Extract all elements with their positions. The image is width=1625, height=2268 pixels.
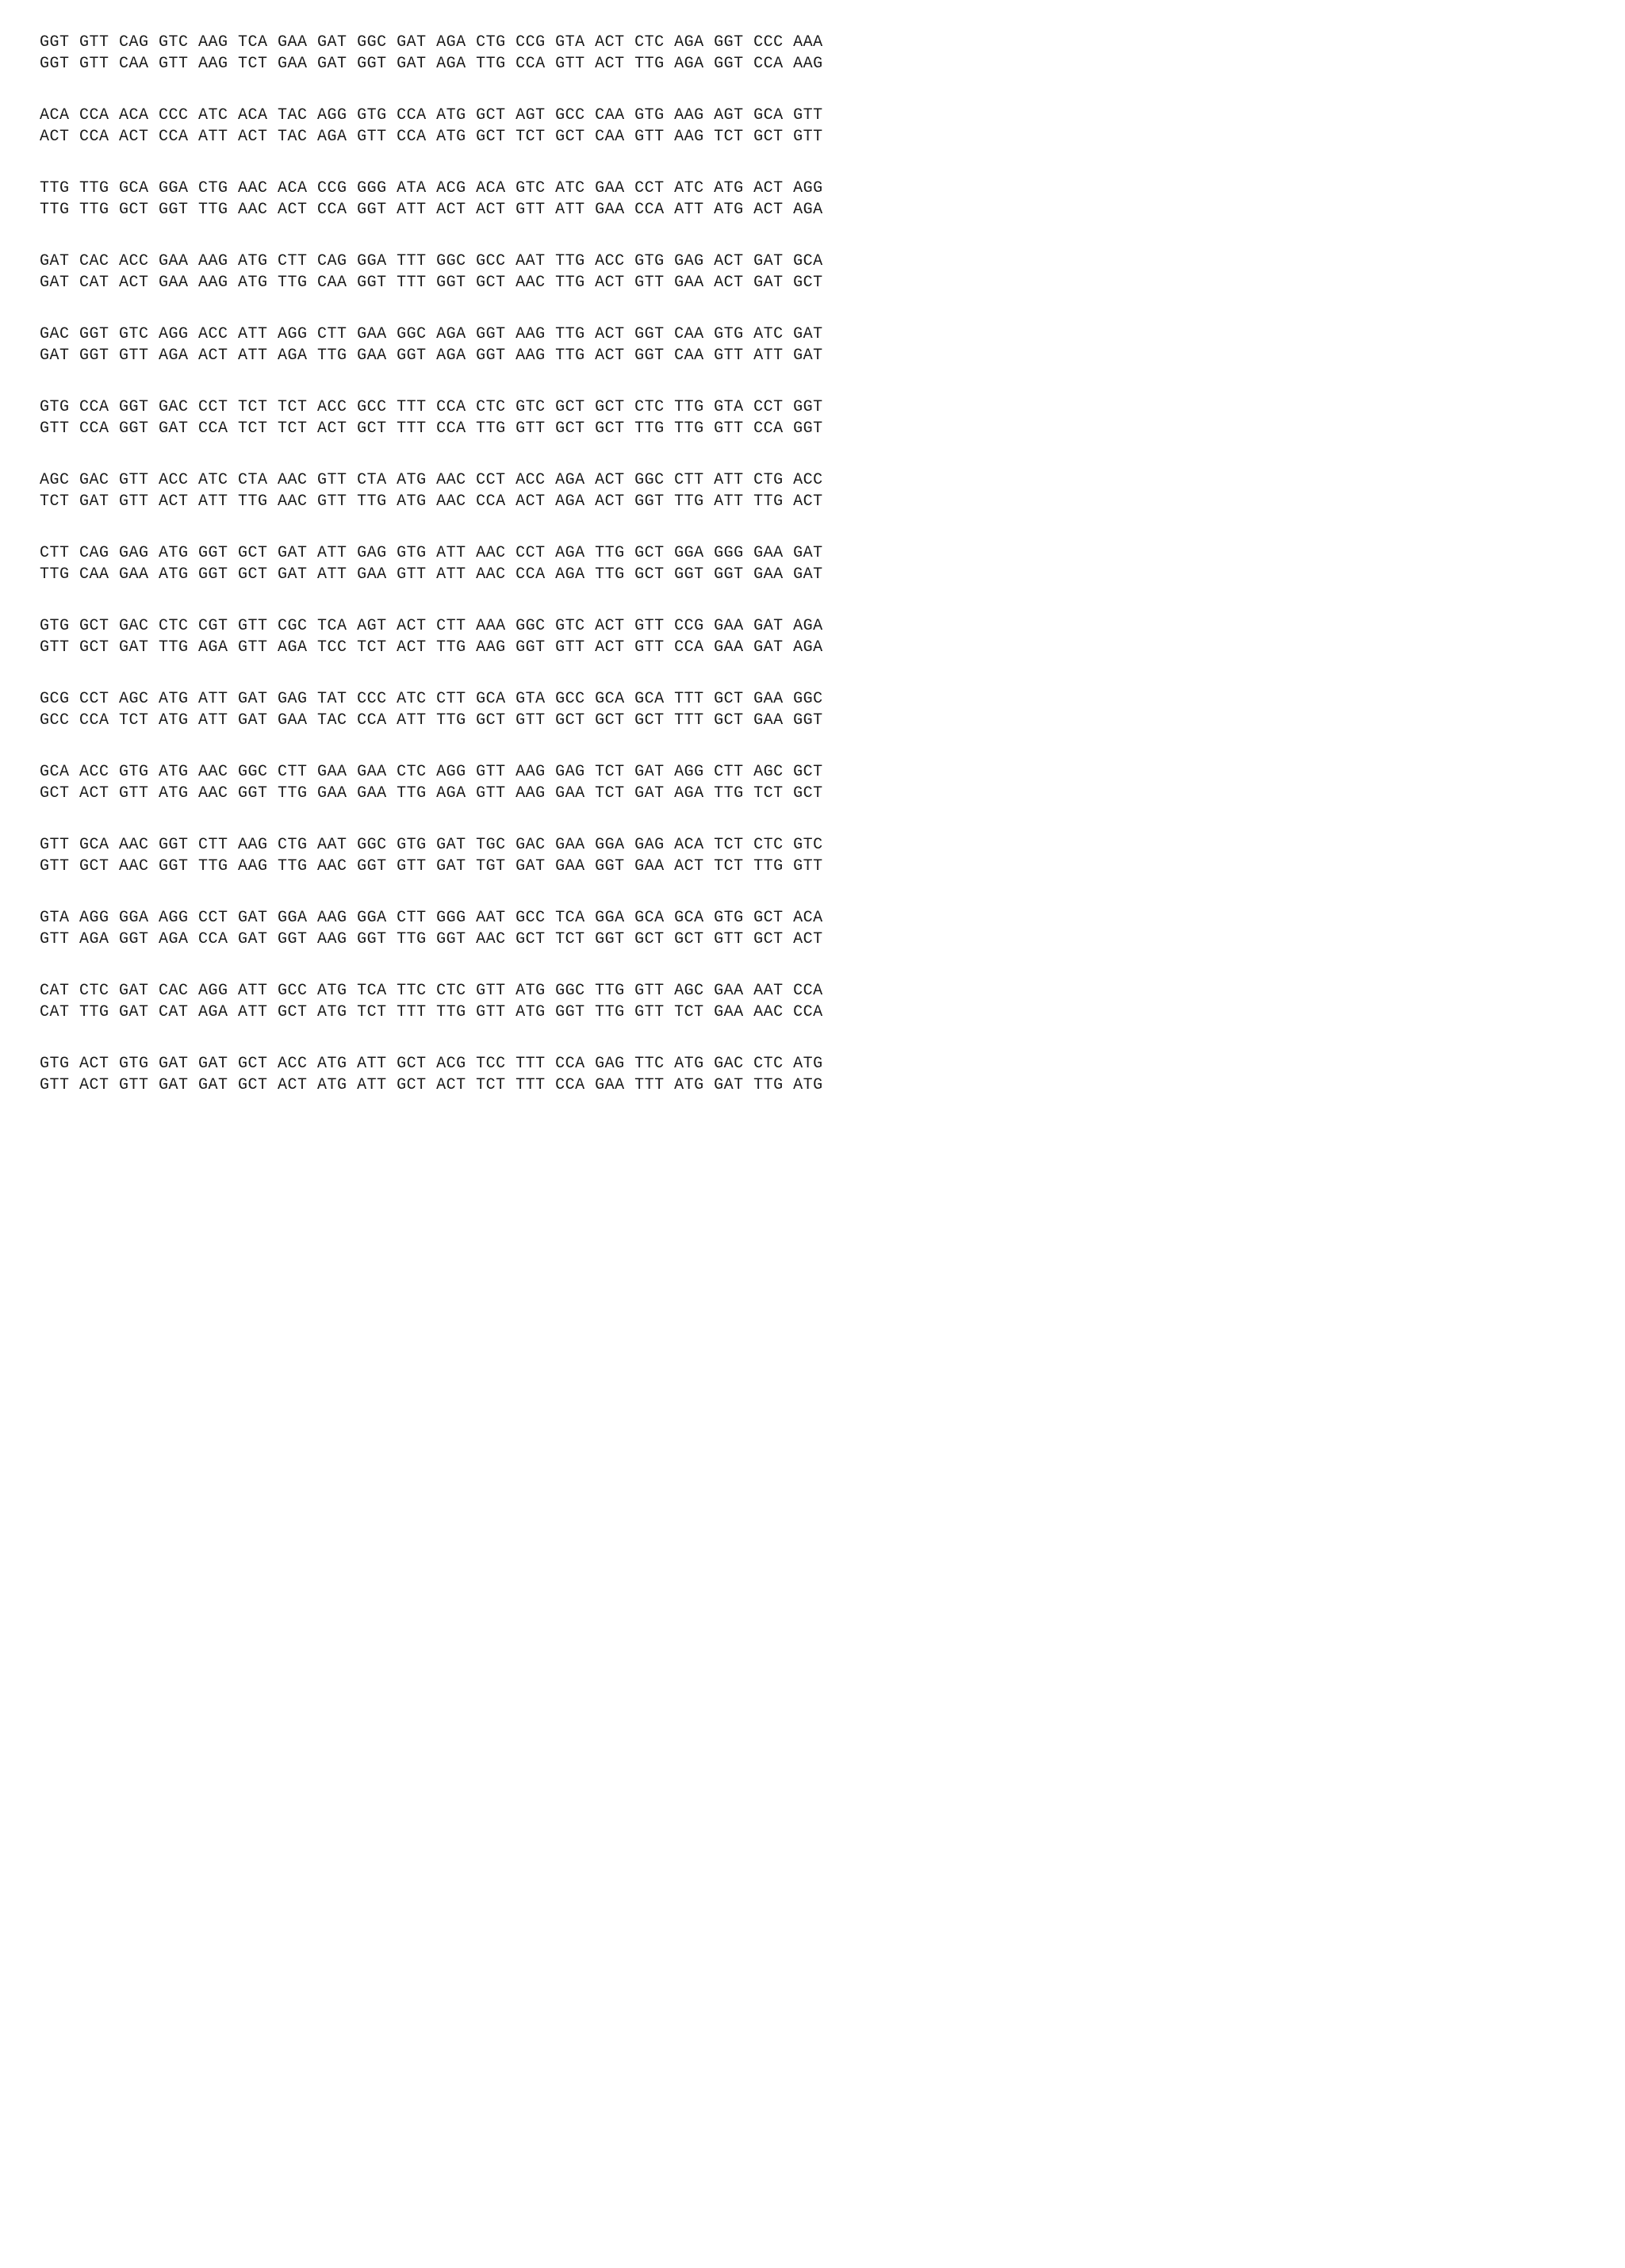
sequence-row-top: GTG ACT GTG GAT GAT GCT ACC ATG ATT GCT … — [40, 1053, 1585, 1075]
sequence-row-top: TTG TTG GCA GGA CTG AAC ACA CCG GGG ATA … — [40, 178, 1585, 199]
sequence-row-bottom: GTT ACT GTT GAT GAT GCT ACT ATG ATT GCT … — [40, 1075, 1585, 1096]
sequence-row-bottom: GTT AGA GGT AGA CCA GAT GGT AAG GGT TTG … — [40, 929, 1585, 950]
alignment-block: GCG CCT AGC ATG ATT GAT GAG TAT CCC ATC … — [40, 688, 1585, 731]
sequence-row-top: AGC GAC GTT ACC ATC CTA AAC GTT CTA ATG … — [40, 469, 1585, 491]
alignment-block: GAT CAC ACC GAA AAG ATG CTT CAG GGA TTT … — [40, 251, 1585, 293]
sequence-row-top: GTT GCA AAC GGT CTT AAG CTG AAT GGC GTG … — [40, 834, 1585, 856]
sequence-row-top: ACA CCA ACA CCC ATC ACA TAC AGG GTG CCA … — [40, 105, 1585, 126]
sequence-row-bottom: TCT GAT GTT ACT ATT TTG AAC GTT TTG ATG … — [40, 491, 1585, 512]
alignment-block: GAC GGT GTC AGG ACC ATT AGG CTT GAA GGC … — [40, 324, 1585, 366]
sequence-row-top: CAT CTC GAT CAC AGG ATT GCC ATG TCA TTC … — [40, 980, 1585, 1002]
sequence-row-bottom: GTT GCT GAT TTG AGA GTT AGA TCC TCT ACT … — [40, 637, 1585, 658]
sequence-row-bottom: CAT TTG GAT CAT AGA ATT GCT ATG TCT TTT … — [40, 1002, 1585, 1023]
sequence-row-top: CTT CAG GAG ATG GGT GCT GAT ATT GAG GTG … — [40, 542, 1585, 564]
sequence-row-top: GTA AGG GGA AGG CCT GAT GGA AAG GGA CTT … — [40, 907, 1585, 929]
alignment-block: GTG GCT GAC CTC CGT GTT CGC TCA AGT ACT … — [40, 615, 1585, 658]
sequence-row-bottom: TTG TTG GCT GGT TTG AAC ACT CCA GGT ATT … — [40, 199, 1585, 220]
sequence-row-bottom: GTT CCA GGT GAT CCA TCT TCT ACT GCT TTT … — [40, 418, 1585, 439]
alignment-block: GTT GCA AAC GGT CTT AAG CTG AAT GGC GTG … — [40, 834, 1585, 877]
sequence-row-top: GTG CCA GGT GAC CCT TCT TCT ACC GCC TTT … — [40, 397, 1585, 418]
sequence-row-top: GAT CAC ACC GAA AAG ATG CTT CAG GGA TTT … — [40, 251, 1585, 272]
sequence-alignment: GGT GTT CAG GTC AAG TCA GAA GAT GGC GAT … — [40, 32, 1585, 1096]
alignment-block: GTG ACT GTG GAT GAT GCT ACC ATG ATT GCT … — [40, 1053, 1585, 1096]
alignment-block: CAT CTC GAT CAC AGG ATT GCC ATG TCA TTC … — [40, 980, 1585, 1023]
sequence-row-top: GGT GTT CAG GTC AAG TCA GAA GAT GGC GAT … — [40, 32, 1585, 53]
sequence-row-bottom: GCC CCA TCT ATG ATT GAT GAA TAC CCA ATT … — [40, 710, 1585, 731]
sequence-row-top: GTG GCT GAC CTC CGT GTT CGC TCA AGT ACT … — [40, 615, 1585, 637]
sequence-row-top: GCG CCT AGC ATG ATT GAT GAG TAT CCC ATC … — [40, 688, 1585, 710]
sequence-row-bottom: GTT GCT AAC GGT TTG AAG TTG AAC GGT GTT … — [40, 856, 1585, 877]
sequence-row-bottom: GCT ACT GTT ATG AAC GGT TTG GAA GAA TTG … — [40, 783, 1585, 804]
sequence-row-bottom: GAT GGT GTT AGA ACT ATT AGA TTG GAA GGT … — [40, 345, 1585, 366]
alignment-block: TTG TTG GCA GGA CTG AAC ACA CCG GGG ATA … — [40, 178, 1585, 220]
alignment-block: AGC GAC GTT ACC ATC CTA AAC GTT CTA ATG … — [40, 469, 1585, 512]
sequence-row-bottom: ACT CCA ACT CCA ATT ACT TAC AGA GTT CCA … — [40, 126, 1585, 147]
alignment-block: GTA AGG GGA AGG CCT GAT GGA AAG GGA CTT … — [40, 907, 1585, 950]
alignment-block: CTT CAG GAG ATG GGT GCT GAT ATT GAG GTG … — [40, 542, 1585, 585]
sequence-row-top: GCA ACC GTG ATG AAC GGC CTT GAA GAA CTC … — [40, 761, 1585, 783]
sequence-row-top: GAC GGT GTC AGG ACC ATT AGG CTT GAA GGC … — [40, 324, 1585, 345]
sequence-row-bottom: GGT GTT CAA GTT AAG TCT GAA GAT GGT GAT … — [40, 53, 1585, 75]
alignment-block: GCA ACC GTG ATG AAC GGC CTT GAA GAA CTC … — [40, 761, 1585, 804]
alignment-block: GTG CCA GGT GAC CCT TCT TCT ACC GCC TTT … — [40, 397, 1585, 439]
alignment-block: GGT GTT CAG GTC AAG TCA GAA GAT GGC GAT … — [40, 32, 1585, 75]
sequence-row-bottom: TTG CAA GAA ATG GGT GCT GAT ATT GAA GTT … — [40, 564, 1585, 585]
alignment-block: ACA CCA ACA CCC ATC ACA TAC AGG GTG CCA … — [40, 105, 1585, 147]
sequence-row-bottom: GAT CAT ACT GAA AAG ATG TTG CAA GGT TTT … — [40, 272, 1585, 293]
